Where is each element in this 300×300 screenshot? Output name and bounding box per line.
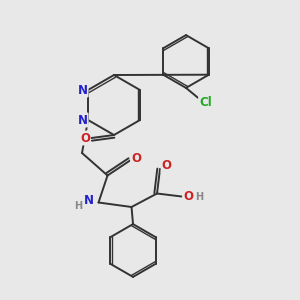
Text: O: O [183,190,193,203]
Text: N: N [78,113,88,127]
Text: O: O [131,152,141,165]
Text: O: O [162,159,172,172]
Text: N: N [84,194,94,208]
Text: H: H [74,201,82,211]
Text: H: H [196,191,204,202]
Text: O: O [80,131,90,145]
Text: Cl: Cl [199,96,212,110]
Text: N: N [78,83,88,97]
